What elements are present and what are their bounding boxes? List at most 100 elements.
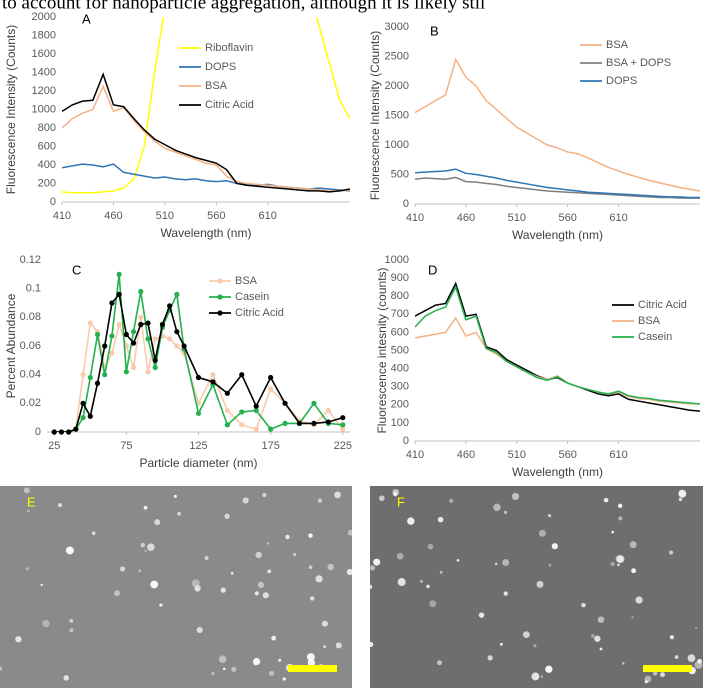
legend-label: Citric Acid	[638, 299, 687, 311]
point	[51, 429, 57, 435]
x-tick-label: 610	[609, 212, 627, 224]
series-line	[415, 285, 700, 405]
point	[239, 422, 245, 428]
particle	[597, 616, 605, 623]
point	[174, 291, 180, 297]
particle	[581, 602, 586, 608]
particle	[687, 654, 696, 662]
point	[311, 420, 317, 426]
point	[268, 386, 274, 392]
particle	[373, 558, 381, 566]
particle	[545, 665, 553, 673]
particle	[615, 555, 623, 563]
point	[210, 379, 216, 385]
particle	[173, 494, 177, 498]
particle	[594, 635, 601, 642]
particle	[327, 563, 334, 571]
point	[268, 374, 274, 381]
point	[116, 321, 122, 328]
legend-marker	[217, 310, 223, 316]
series-line	[415, 176, 700, 199]
point	[58, 429, 65, 435]
particle	[500, 642, 503, 646]
point	[181, 343, 187, 349]
y-axis-label: Fluorescence Intensity (Counts)	[4, 25, 18, 194]
particle	[323, 645, 327, 649]
particle	[191, 579, 200, 588]
panel-label: B	[430, 23, 439, 38]
particle	[253, 658, 261, 666]
y-tick-label: 100	[391, 417, 409, 429]
particle	[293, 552, 297, 557]
particle	[15, 636, 22, 643]
particle	[204, 555, 209, 561]
point	[94, 331, 101, 338]
x-tick-label: 25	[48, 440, 60, 452]
point	[282, 400, 288, 406]
particle	[427, 543, 434, 550]
point	[195, 410, 202, 416]
x-tick-label: 560	[558, 449, 576, 461]
particle	[644, 680, 648, 684]
point	[340, 422, 346, 428]
series-line	[62, 163, 350, 192]
y-tick-label: 500	[391, 344, 409, 356]
point	[325, 407, 331, 414]
point	[239, 409, 245, 415]
particle	[533, 644, 537, 648]
particle	[536, 580, 544, 588]
particle	[262, 493, 267, 498]
particle	[58, 503, 62, 508]
particle	[437, 516, 444, 523]
y-tick-label: 1200	[32, 85, 56, 97]
point	[253, 426, 259, 432]
point	[145, 369, 151, 375]
header-text: to account for nanoparticle aggregation,…	[2, 0, 485, 13]
point	[282, 420, 288, 426]
y-tick-label: 700	[391, 308, 409, 320]
particle	[660, 672, 666, 678]
legend-label: BSA	[235, 275, 258, 287]
panel-label: F	[397, 494, 405, 509]
x-axis-label: Particle diameter (nm)	[139, 456, 257, 470]
point	[210, 372, 216, 378]
x-tick-label: 610	[259, 210, 277, 222]
x-axis-label: Wavelength (nm)	[161, 226, 252, 240]
legend-label: DOPS	[606, 75, 637, 87]
particle	[449, 498, 454, 503]
x-tick-label: 510	[508, 449, 526, 461]
y-tick-label: 200	[391, 399, 409, 411]
x-tick-label: 510	[156, 210, 174, 222]
y-tick-label: 400	[391, 363, 409, 375]
particle	[397, 578, 406, 587]
legend-label: BSA + DOPS	[606, 57, 671, 69]
particle	[177, 511, 181, 516]
y-tick-label: 2000	[32, 11, 56, 23]
particle	[335, 642, 342, 649]
point	[224, 422, 230, 428]
series-line	[415, 281, 700, 412]
particle	[487, 655, 493, 661]
point	[109, 350, 115, 356]
particle	[522, 631, 530, 639]
point	[239, 372, 245, 378]
x-tick-label: 175	[261, 440, 279, 452]
particle	[334, 491, 341, 499]
particle	[611, 530, 615, 534]
particle	[257, 581, 265, 589]
particle	[143, 505, 148, 510]
particle	[254, 591, 259, 596]
point	[138, 314, 144, 320]
point	[152, 364, 158, 371]
particle	[621, 662, 625, 665]
particle	[308, 533, 313, 538]
particle	[140, 542, 145, 548]
point	[340, 426, 346, 432]
x-tick-label: 225	[334, 440, 352, 452]
point	[87, 413, 93, 419]
y-tick-label: 0.04	[20, 369, 41, 381]
particle	[282, 677, 286, 681]
y-tick-label: 200	[38, 177, 56, 189]
particle	[40, 583, 43, 587]
x-axis-label: Wavelength (nm)	[512, 228, 603, 242]
